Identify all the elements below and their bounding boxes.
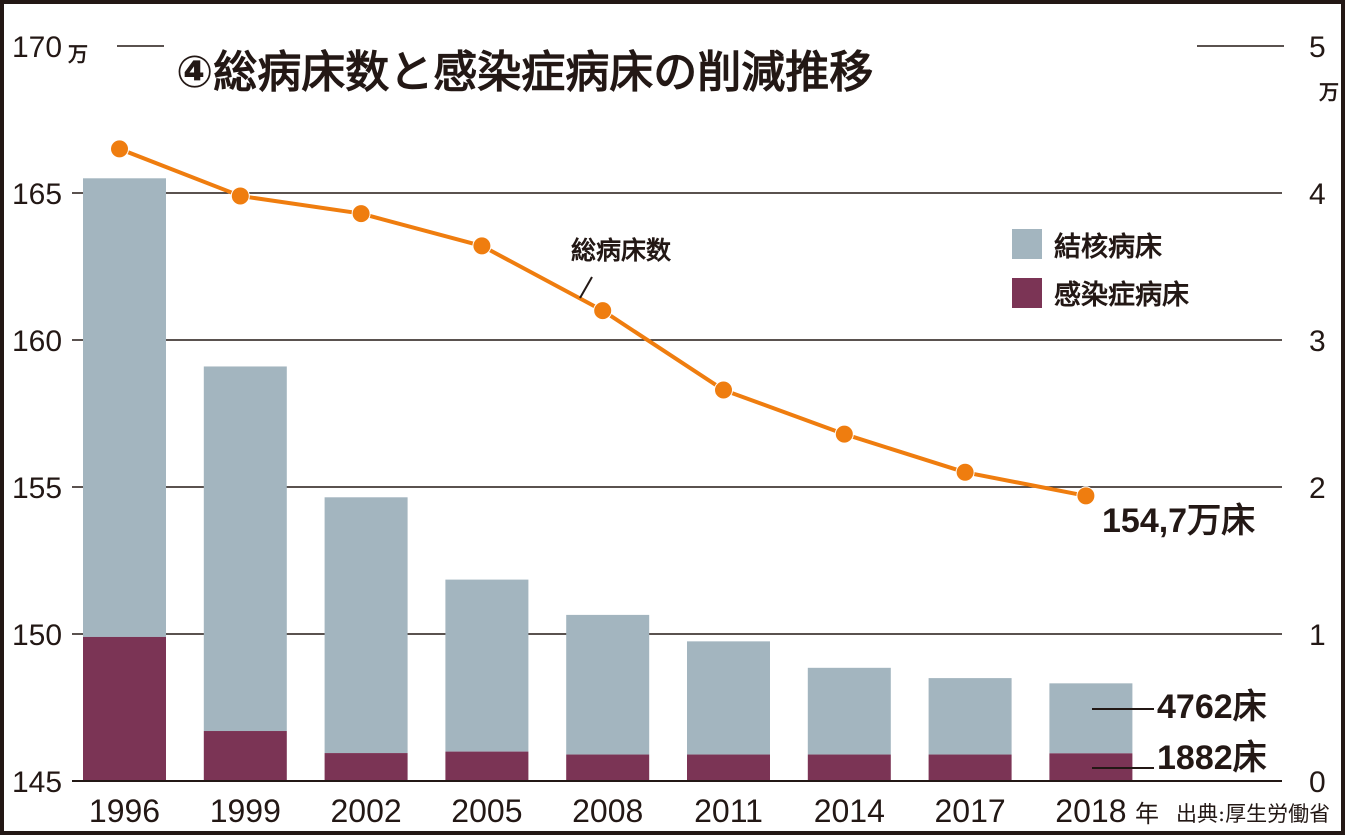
bar-tb-2018 [1049,683,1133,754]
legend-swatch-tb [1012,229,1042,259]
legend-swatch-infect [1012,278,1042,308]
total-beds-point-2018 [1076,486,1096,506]
right-tick-label: 0 [1309,766,1326,799]
x-tick-label: 2005 [451,793,522,829]
left-tick-label: 170 [12,31,62,64]
x-axis-unit: 年 [1135,801,1159,828]
left-tick-label: 165 [12,178,62,211]
bar-infect-2014 [807,754,891,781]
left-tick-label: 160 [12,325,62,358]
bar-tb-1999 [203,366,287,732]
x-tick-label: 2002 [331,793,402,829]
bar-tb-2005 [445,579,529,752]
total-beds-point-1999 [230,186,250,206]
x-tick-label: 2017 [935,793,1006,829]
last-tb-label: 4762床 [1157,688,1267,726]
line-series-label: 総病床数 [571,236,672,265]
left-axis-ticks: 145 150 155 160 165 170 [12,31,62,799]
total-beds-point-2002 [351,204,371,224]
left-tick-label: 145 [12,766,62,799]
x-tick-label: 2008 [572,793,643,829]
bar-infect-2017 [928,754,1012,781]
bar-tb-2011 [687,641,770,755]
source-note: 出典:厚生労働省 [1176,802,1330,826]
bar-infect-1999 [203,731,287,781]
line-label-leader [579,276,593,299]
right-tick-label: 1 [1309,619,1326,652]
bar-tb-1996 [83,178,166,637]
bar-tb-2014 [807,667,891,755]
bar-infect-1996 [83,636,166,781]
left-tick-label: 150 [12,619,62,652]
total-beds-point-2008 [593,301,613,321]
bar-tb-2008 [566,614,650,755]
legend-label-infect: 感染症病床 [1054,279,1189,311]
total-beds-point-2011 [714,380,733,400]
total-beds-point-2005 [472,236,492,256]
total-beds-point-1996 [110,139,129,159]
last-infect-label: 1882床 [1157,739,1267,777]
left-tick-label: 155 [12,472,62,505]
bar-tb-2002 [324,497,408,754]
right-tick-label: 5 [1309,31,1326,64]
right-tick-label: 4 [1309,178,1326,211]
chart-title: ④総病床数と感染症病床の削減推移 [176,47,873,98]
x-tick-label: 2014 [814,793,885,829]
bar-infect-2002 [324,753,408,781]
bars [72,178,1282,782]
bar-infect-2011 [687,754,770,781]
right-tick-label: 2 [1309,472,1326,505]
x-tick-label: 1996 [89,793,160,829]
right-axis-ticks: 0 1 2 3 4 5 [1309,31,1326,799]
left-axis-unit: 万 [67,42,88,66]
x-axis-labels: 1996 1999 2002 2005 2008 2011 2014 2017 2018 [89,793,1127,829]
x-tick-label: 2018 [1055,793,1126,829]
legend: 結核病床 感染症病床 [1012,229,1189,311]
x-tick-label: 1999 [210,793,281,829]
x-tick-label: 2011 [694,793,763,829]
line-series [110,139,1096,506]
last-total-label: 154,7万床 [1102,502,1255,540]
right-axis-unit: 万 [1318,80,1339,104]
bar-infect-2008 [566,754,650,781]
total-beds-point-2014 [834,424,854,444]
total-beds-point-2017 [955,462,975,482]
legend-label-tb: 結核病床 [1054,231,1162,263]
bar-infect-2005 [445,751,529,781]
chart: 145 150 155 160 165 170 0 1 2 3 4 5 1996 1999 2002 20… [12,31,1339,829]
bar-tb-2017 [928,678,1012,755]
right-tick-label: 3 [1309,325,1326,358]
